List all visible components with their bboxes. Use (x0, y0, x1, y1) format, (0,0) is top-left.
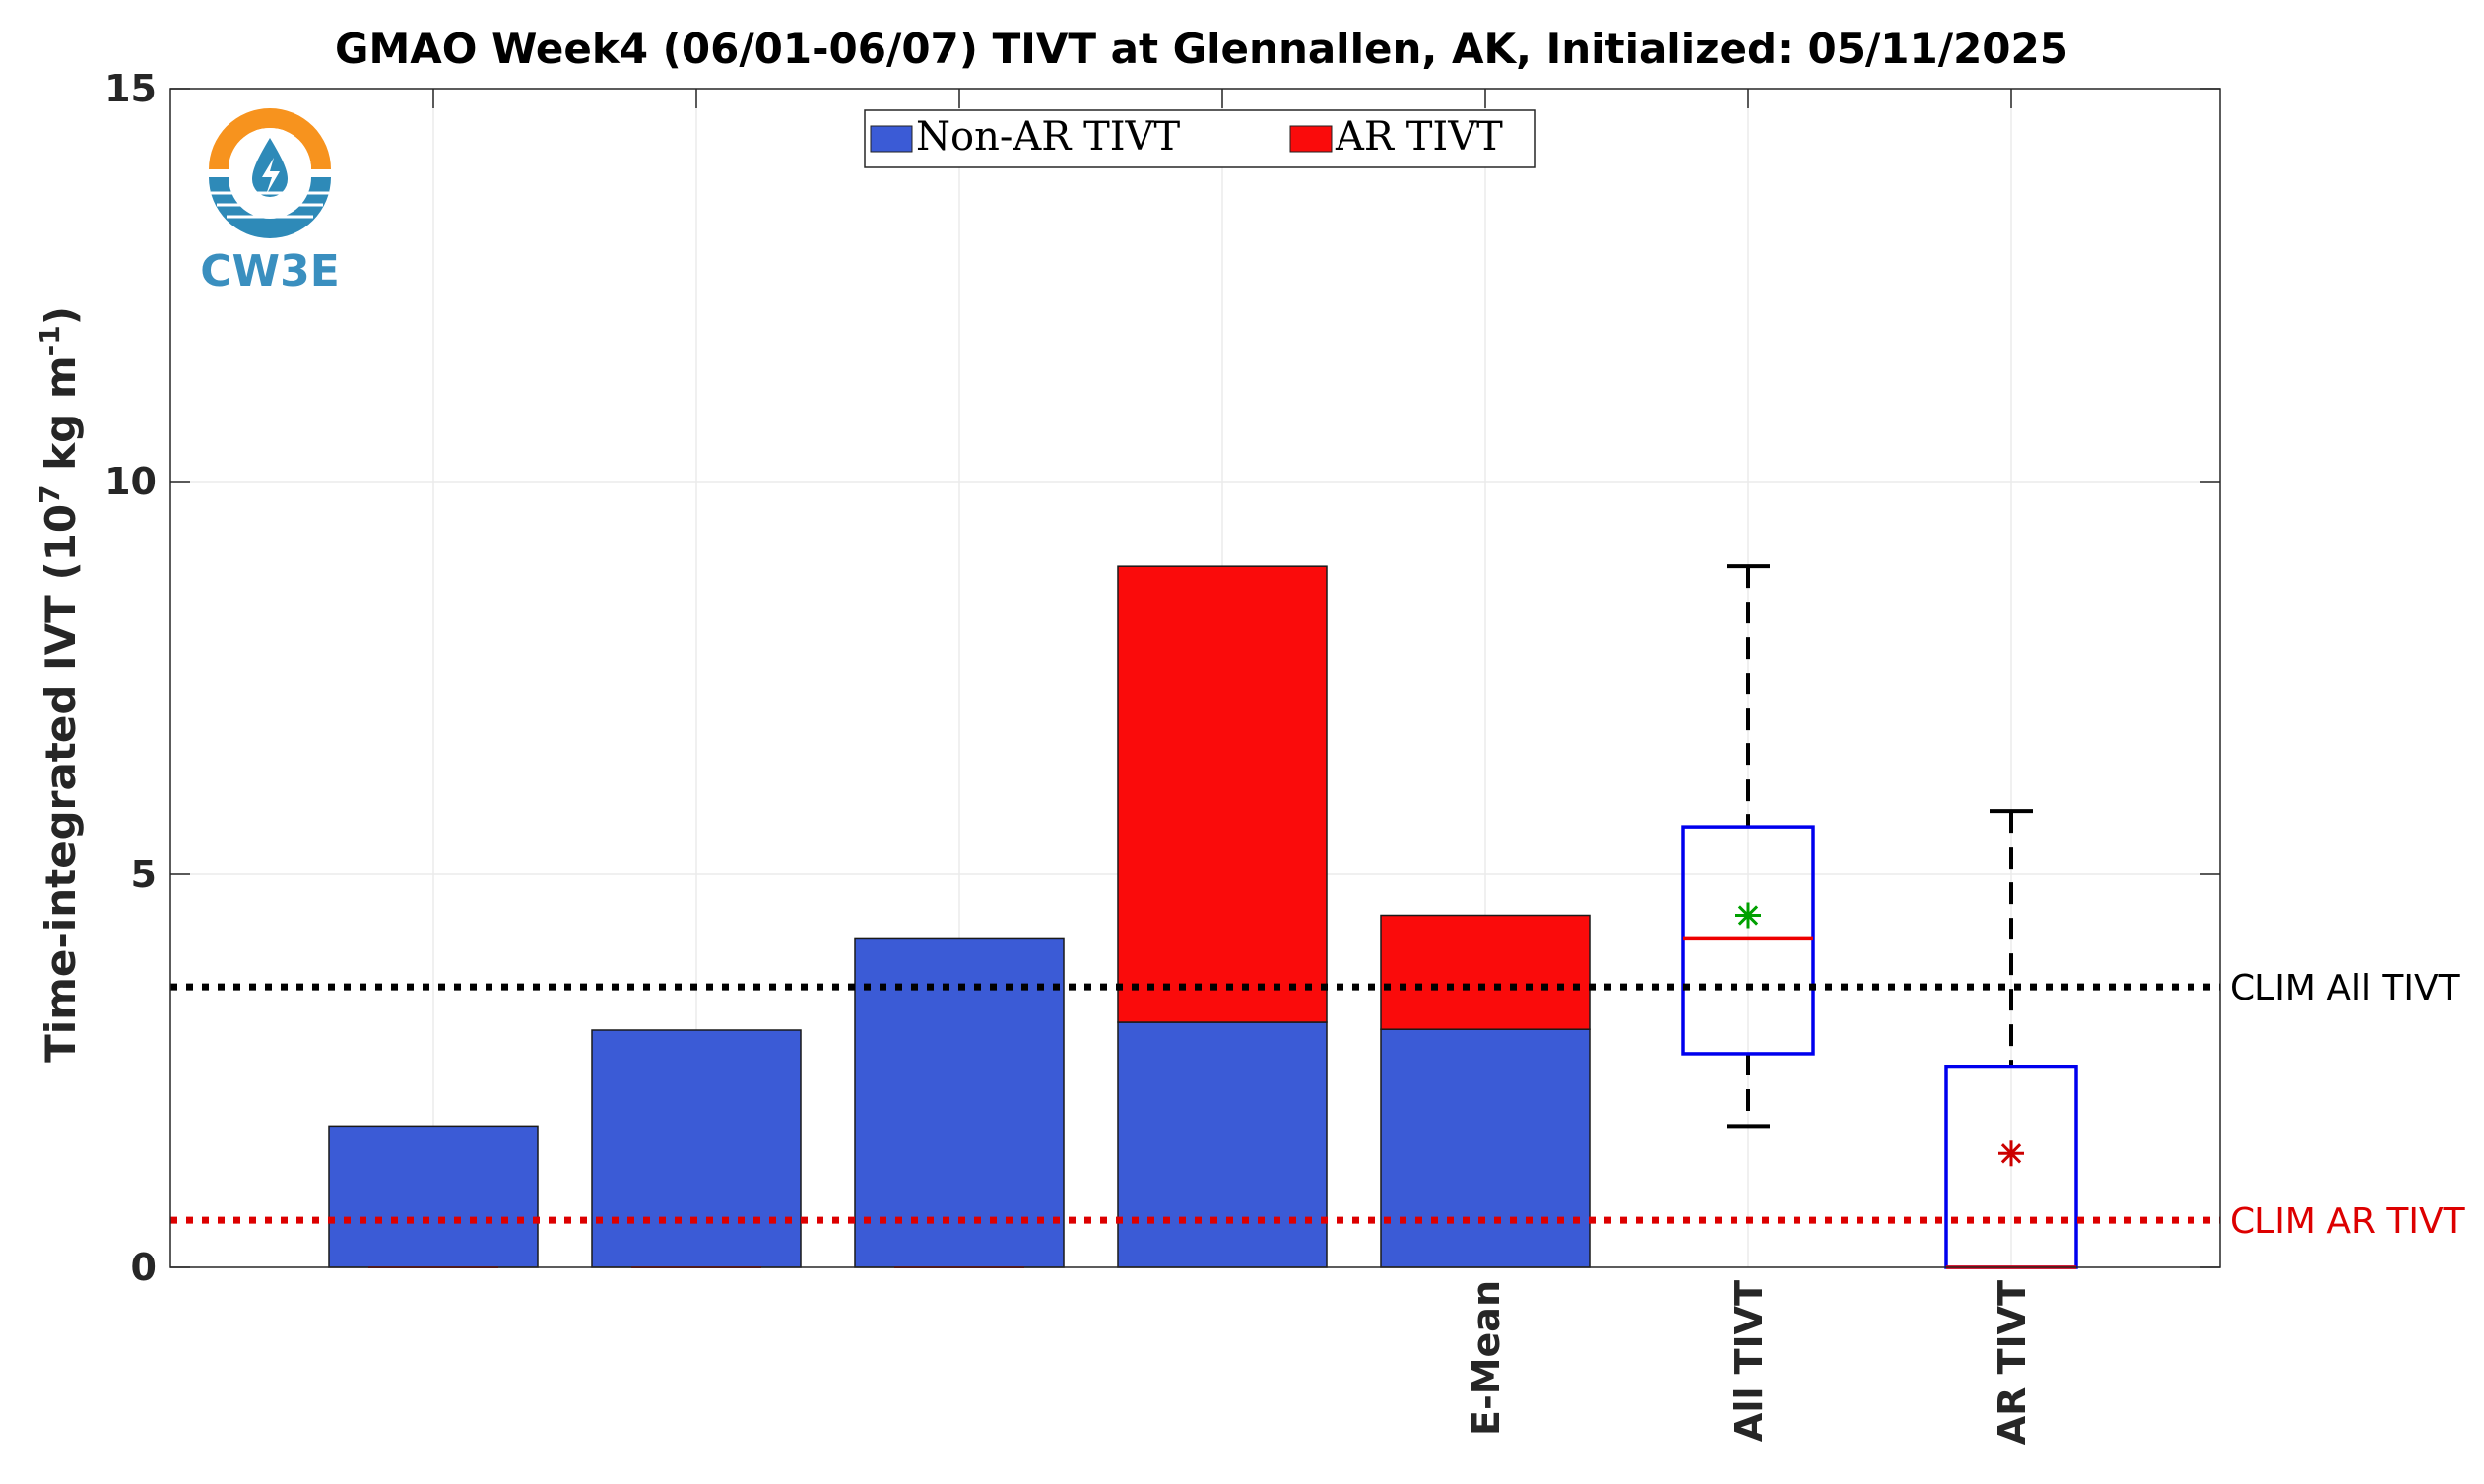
bar-non-ar-3 (1117, 1021, 1328, 1268)
axes: 0 5 10 15 E-Mean All TIVT AR TIVT (104, 67, 2221, 1445)
bar-non-ar-0 (328, 1125, 539, 1268)
legend-label-non-ar: Non-AR TIVT (916, 114, 1180, 160)
bar-non-ar-2 (854, 937, 1065, 1268)
y-axis-label-end: ) (36, 306, 85, 325)
y-axis-label-main: Time-integrated IVT (10 (36, 504, 85, 1063)
x-tick-label-6: AR TIVT (1991, 1280, 2034, 1445)
logo-bolt-icon (262, 158, 280, 195)
mean-marker-d2 (2000, 1143, 2022, 1164)
mean-marker-d2 (1737, 905, 1759, 926)
legend-swatch-non-ar (870, 125, 913, 153)
legend-box (864, 109, 1536, 168)
bars (328, 565, 1591, 1268)
y-tick-label-0: 0 (131, 1246, 157, 1289)
bar-ar-4 (1380, 914, 1591, 1030)
reference-lines: CLIM All TIVT CLIM AR TIVT (170, 968, 2466, 1242)
legend: Non-AR TIVT AR TIVT (864, 109, 1536, 168)
bar-non-ar-4 (1380, 1028, 1591, 1268)
legend-label-ar: AR TIVT (1335, 114, 1503, 160)
reference-label-1: CLIM AR TIVT (2230, 1201, 2466, 1242)
y-tick-label-10: 10 (104, 460, 157, 503)
cw3e-logo: CW3E (200, 108, 340, 296)
boxplots (1681, 564, 2078, 1269)
x-tick-label-5: All TIVT (1728, 1280, 1771, 1442)
mean-marker (1998, 1140, 2024, 1167)
y-tick-label-15: 15 (104, 67, 157, 110)
legend-swatch-ar (1289, 125, 1333, 153)
bar-ar-3 (1117, 565, 1328, 1023)
logo-orange-arc (209, 108, 331, 169)
logo-text: CW3E (200, 246, 340, 296)
mean-marker (1735, 902, 1761, 929)
y-tick-label-5: 5 (131, 853, 157, 896)
y-axis-label-exponent: 7 (33, 484, 66, 503)
plot-frame (169, 88, 2221, 1268)
chart-title: GMAO Week4 (06/01-06/07) TIVT at Glennal… (335, 25, 2068, 73)
y-axis-label-exponent-2: -1 (33, 325, 66, 355)
logo-blue-arc (209, 177, 331, 238)
bar-non-ar-1 (591, 1029, 802, 1268)
boxplot-all-tivt (1681, 564, 1815, 1129)
y-axis-label-unit: kg m (36, 355, 85, 484)
x-tick-label-4: E-Mean (1465, 1280, 1508, 1436)
y-axis-label: Time-integrated IVT (107 kg m-1) (33, 306, 86, 1063)
reference-label-0: CLIM All TIVT (2230, 968, 2461, 1008)
